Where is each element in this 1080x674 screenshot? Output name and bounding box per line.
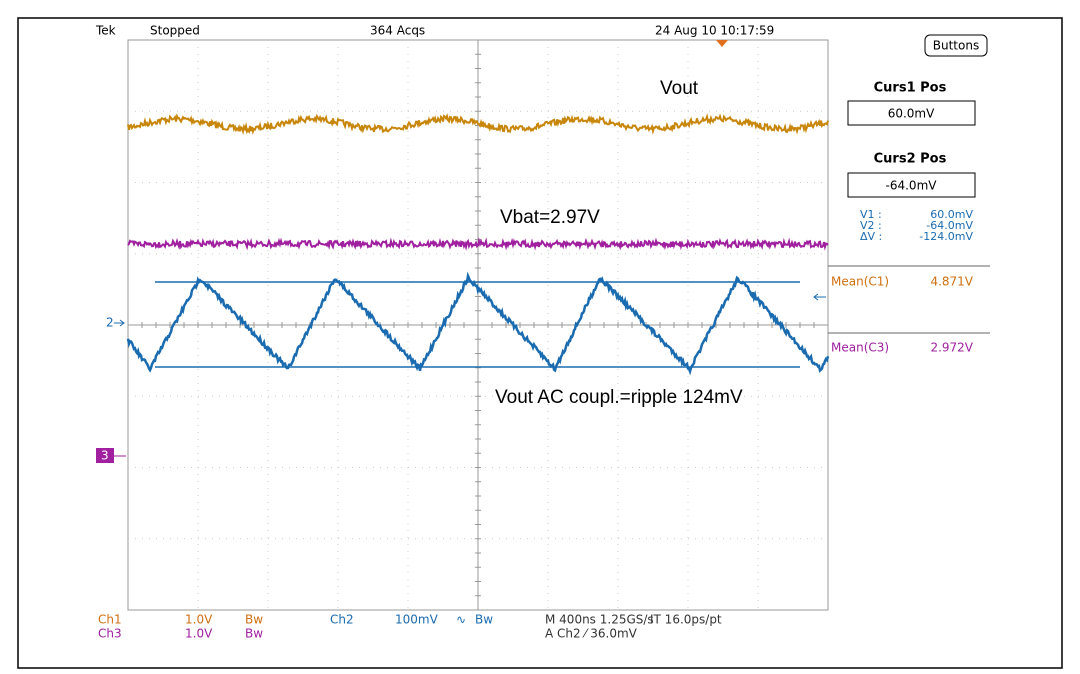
ch1-trace <box>127 112 829 136</box>
footer-item: 100mV <box>395 613 439 627</box>
readouts: V1 : 60.0mV V2 : -64.0mV ΔV : -124.0mV <box>860 208 973 243</box>
footer-item: Bw <box>245 627 263 641</box>
readout-label: V2 : <box>860 219 882 232</box>
ch3-box <box>96 448 114 463</box>
ch3-marker: 3 <box>101 449 109 463</box>
cursor1-value: 60.0mV <box>888 107 935 121</box>
trigger-pos <box>716 40 728 47</box>
footer-item: Ch3 <box>98 627 122 641</box>
footer-item: Bw <box>245 613 263 627</box>
state: Stopped <box>150 24 200 38</box>
meas2-label: Mean(C3) <box>831 341 889 355</box>
cursor2-title: Curs2 Pos <box>874 152 947 167</box>
figure-frame <box>17 17 1063 669</box>
cursor1-title: Curs1 Pos <box>874 81 947 96</box>
readout-value: -124.0mV <box>919 230 973 243</box>
meas1-label: Mean(C1) <box>831 275 889 289</box>
readout-value: -64.0mV <box>926 219 973 232</box>
brand: Tek <box>95 24 116 38</box>
footer-item: Ch1 <box>98 613 122 627</box>
cursor2-box <box>847 172 976 198</box>
footer-item: Ch2 <box>330 613 354 627</box>
footer-item: 1.0V <box>185 613 213 627</box>
readout-label: V1 : <box>860 208 882 221</box>
cursor-arrow <box>813 293 826 301</box>
footer-item: A Ch2 ⁄ 36.0mV <box>545 627 638 641</box>
vbat-label: Vbat=2.97V <box>500 207 600 228</box>
vout-label: Vout <box>660 78 699 99</box>
cursor1-box <box>847 100 976 126</box>
meas1-value: 4.871V <box>930 275 973 289</box>
footer-item: IT 16.0ps/pt <box>650 613 722 627</box>
meas2-value: 2.972V <box>930 341 973 355</box>
footer-item: Bw <box>475 613 493 627</box>
ch2-arrow <box>114 319 125 327</box>
traces <box>126 112 830 376</box>
ch2-marker: 2 <box>106 316 114 330</box>
timestamp: 24 Aug 10 10:17:59 <box>655 24 774 38</box>
footer-item: ∿ <box>456 613 466 627</box>
ch2-trace <box>126 271 830 376</box>
readout-value: 60.0mV <box>930 208 973 221</box>
buttons-label[interactable]: Buttons <box>933 39 979 53</box>
graticule <box>127 39 829 611</box>
footer: Ch1 1.0V Bw Ch2 100mV ∿ Bw M 400ns 1.25GS/sIT 1… <box>98 613 722 641</box>
ch3-trace <box>127 237 829 251</box>
footer-item: M 400ns 1.25GS/s <box>545 613 654 627</box>
ripple-label: Vout AC coupl.=ripple 124mV <box>495 387 743 408</box>
footer-item: 1.0V <box>185 627 213 641</box>
cursor2-value: -64.0mV <box>886 179 938 193</box>
acquisitions: 364 Acqs <box>370 24 425 38</box>
buttons-button[interactable] <box>924 34 988 57</box>
readout-label: ΔV : <box>860 230 882 243</box>
